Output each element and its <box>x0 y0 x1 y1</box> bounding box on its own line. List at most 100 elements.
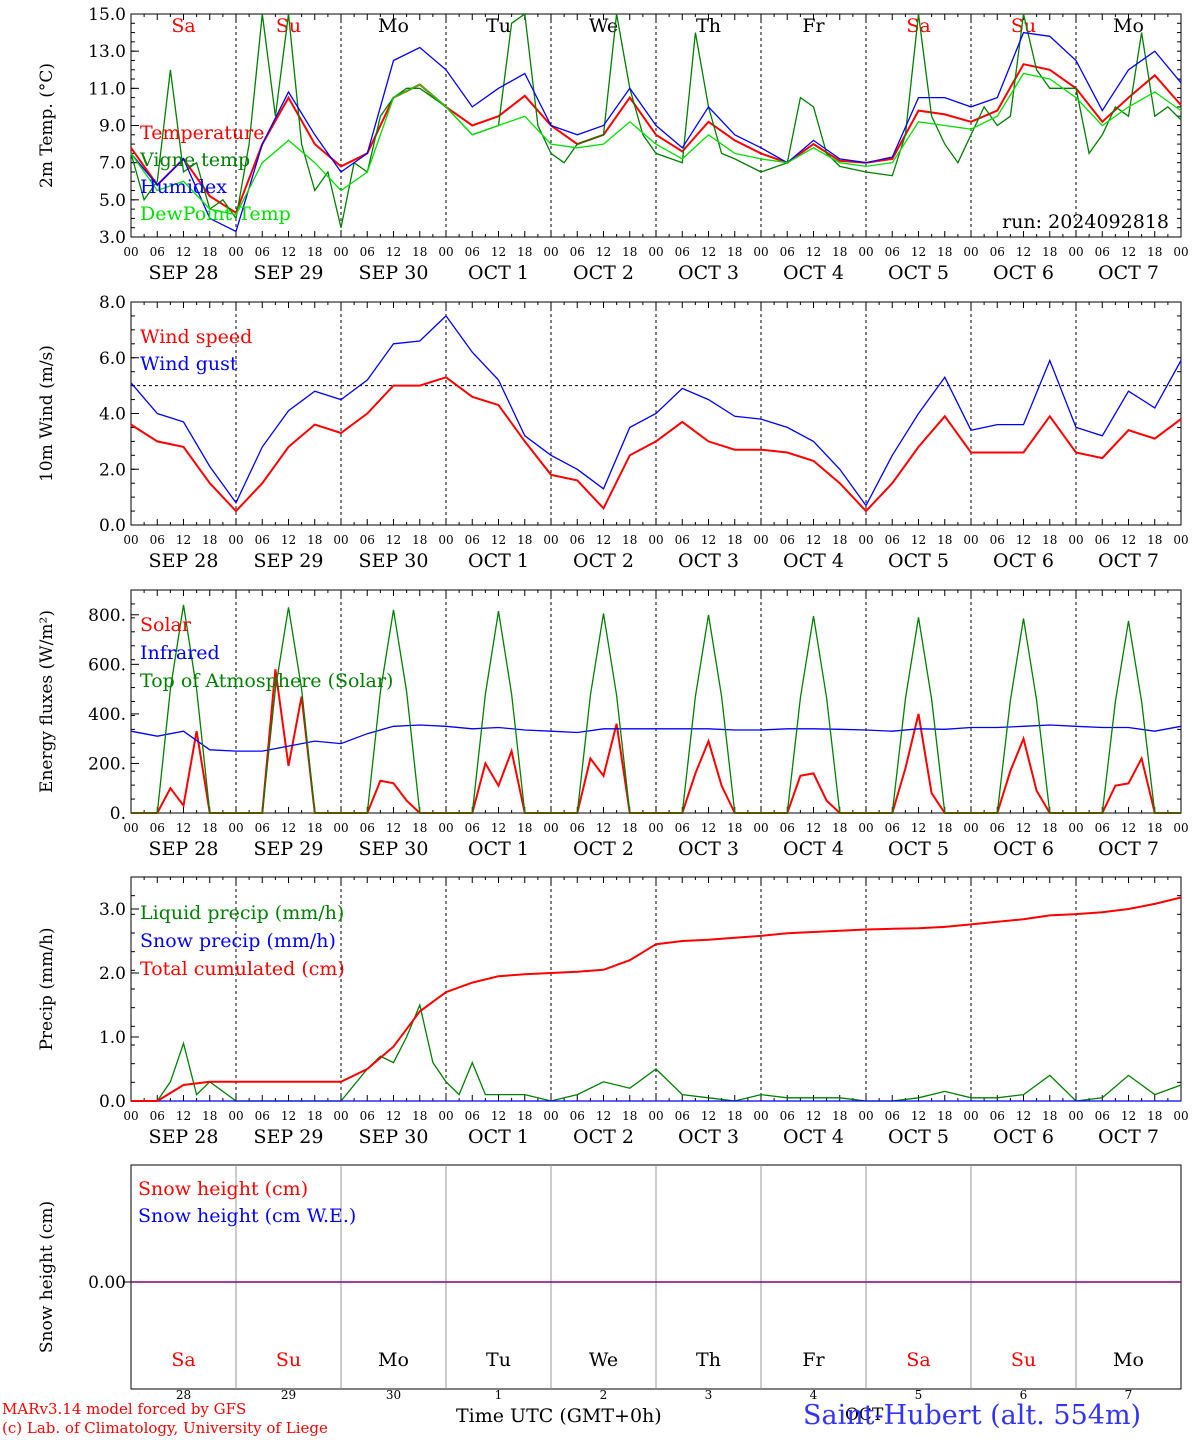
series-vigne-temp <box>130 12 1182 228</box>
hour-label: 00 <box>1173 821 1188 835</box>
y-tick-label: 8.0 <box>99 293 126 313</box>
hour-label: 18 <box>832 245 847 259</box>
hour-label: 06 <box>990 533 1005 547</box>
date-label: SEP 28 <box>149 838 219 860</box>
day-number: 1 <box>495 1388 503 1402</box>
date-label: OCT 1 <box>468 1126 529 1148</box>
hour-label: 00 <box>1173 1109 1188 1123</box>
y-tick-label: 800. <box>88 606 126 626</box>
hour-label: 00 <box>648 821 663 835</box>
legend-entry: Vigne temp <box>139 149 250 171</box>
hour-label: 06 <box>570 533 585 547</box>
weekday-label: Th <box>696 15 721 37</box>
hour-label: 18 <box>202 245 217 259</box>
hour-label: 06 <box>255 1109 270 1123</box>
date-label: OCT 6 <box>993 1126 1054 1148</box>
hour-label: 00 <box>438 1109 453 1123</box>
hour-label: 18 <box>1147 245 1162 259</box>
hour-label: 00 <box>753 245 768 259</box>
hour-label: 18 <box>517 1109 532 1123</box>
date-label: OCT 7 <box>1098 1126 1159 1148</box>
hour-label: 12 <box>911 1109 926 1123</box>
y-tick-label: 0.0 <box>99 1092 126 1112</box>
hour-label: 06 <box>675 245 690 259</box>
station-name: Saint-Hubert (alt. 554m) <box>803 1400 1142 1431</box>
hour-label: 12 <box>491 533 506 547</box>
hour-label: 06 <box>465 245 480 259</box>
hour-label: 12 <box>386 1109 401 1123</box>
hour-label: 12 <box>281 533 296 547</box>
series-dewpoint-temp <box>130 72 1182 216</box>
weekday-label: Fr <box>802 1349 825 1371</box>
hour-label: 06 <box>1095 821 1110 835</box>
hour-label: 06 <box>885 1109 900 1123</box>
hour-label: 18 <box>412 821 427 835</box>
hour-label: 18 <box>202 533 217 547</box>
date-label: OCT 2 <box>573 1126 634 1148</box>
day-number: 29 <box>281 1388 296 1402</box>
hour-label: 18 <box>622 821 637 835</box>
hour-label: 12 <box>596 245 611 259</box>
date-label: SEP 30 <box>359 1126 429 1148</box>
hour-label: 12 <box>1016 245 1031 259</box>
weekday-label: Fr <box>802 15 825 37</box>
panel-1: 00 06 12 18 00 06 12 18 00 06 12 18 00 06 12 18 00 06 12 18… <box>37 5 1189 284</box>
month-label: OCT <box>845 1405 884 1425</box>
date-label: OCT 2 <box>573 838 634 860</box>
y-tick-label: 600. <box>88 655 126 675</box>
y-tick-label: 0. <box>110 804 126 824</box>
hour-label: 06 <box>885 245 900 259</box>
date-label: OCT 5 <box>888 262 949 284</box>
hour-label: 00 <box>1173 533 1188 547</box>
hour-label: 12 <box>491 245 506 259</box>
weekday-label: Su <box>276 15 301 37</box>
x-axis-title: Time UTC (GMT+0h) <box>456 1405 662 1427</box>
date-label: OCT 1 <box>468 838 529 860</box>
hour-label: 06 <box>675 821 690 835</box>
hour-label: 00 <box>123 821 138 835</box>
hour-label: 18 <box>517 533 532 547</box>
hour-label: 00 <box>1173 245 1188 259</box>
hour-label: 12 <box>806 1109 821 1123</box>
y-tick-label: 400. <box>88 705 126 725</box>
y-tick-label: 2.0 <box>99 460 126 480</box>
date-label: SEP 30 <box>359 550 429 572</box>
hour-label: 12 <box>911 245 926 259</box>
hour-label: 00 <box>648 245 663 259</box>
hour-label: 18 <box>622 533 637 547</box>
date-label: SEP 28 <box>149 262 219 284</box>
hour-label: 12 <box>281 245 296 259</box>
hour-label: 12 <box>596 821 611 835</box>
hour-label: 18 <box>307 1109 322 1123</box>
legend-entry: Liquid precip (mm/h) <box>140 902 344 924</box>
y-tick-label: 1.0 <box>99 1028 126 1048</box>
date-label: OCT 3 <box>678 1126 739 1148</box>
hour-label: 00 <box>438 533 453 547</box>
hour-label: 12 <box>386 821 401 835</box>
legend-entry: Humidex <box>140 176 227 198</box>
weekday-label: We <box>589 15 618 37</box>
hour-label: 06 <box>990 821 1005 835</box>
hour-label: 18 <box>832 821 847 835</box>
date-label: OCT 2 <box>573 550 634 572</box>
hour-label: 06 <box>255 245 270 259</box>
y-tick-label: 5.0 <box>99 191 126 211</box>
hour-label: 06 <box>465 533 480 547</box>
hour-label: 18 <box>202 1109 217 1123</box>
hour-label: 12 <box>386 533 401 547</box>
hour-label: 18 <box>937 821 952 835</box>
hour-label: 06 <box>885 821 900 835</box>
y-axis-label: Snow height (cm) <box>37 1201 57 1353</box>
hour-label: 06 <box>990 245 1005 259</box>
hour-label: 18 <box>307 245 322 259</box>
hour-label: 00 <box>438 245 453 259</box>
hour-label: 12 <box>701 1109 716 1123</box>
hour-label: 00 <box>753 821 768 835</box>
hour-label: 18 <box>937 533 952 547</box>
hour-label: 12 <box>1016 1109 1031 1123</box>
hour-label: 18 <box>1042 821 1057 835</box>
hour-label: 12 <box>386 245 401 259</box>
hour-label: 12 <box>176 1109 191 1123</box>
hour-label: 06 <box>990 1109 1005 1123</box>
date-label: SEP 30 <box>359 262 429 284</box>
